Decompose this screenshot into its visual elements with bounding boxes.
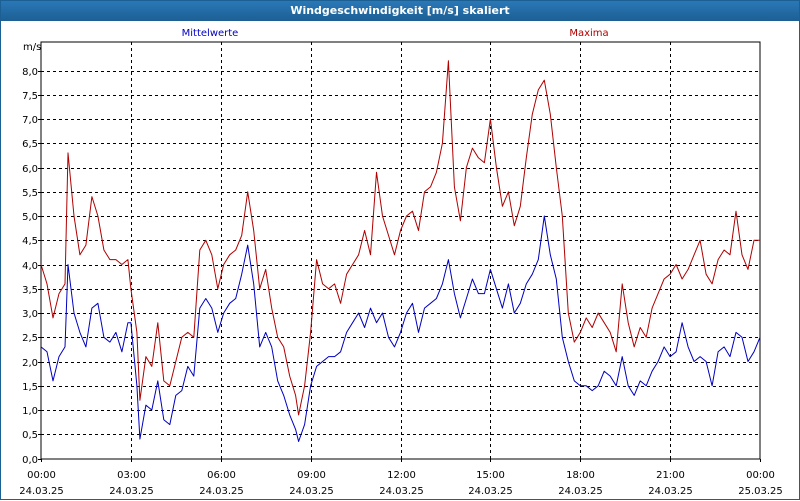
plot-area — [40, 41, 761, 460]
series-line-mittelwerte — [40, 215, 761, 442]
y-tick-label: 0,5 — [22, 430, 38, 441]
x-tick-time-label: 21:00 — [656, 470, 685, 481]
x-tick-time-label: 18:00 — [566, 470, 595, 481]
y-tick-label: 7,0 — [22, 115, 38, 126]
x-tick-time-label: 09:00 — [297, 470, 326, 481]
x-tick-time-label: 15:00 — [476, 470, 505, 481]
y-tick-label: 1,0 — [22, 406, 38, 417]
x-tick-time-label: 00:00 — [746, 470, 775, 481]
x-tick-date-label: 24.03.25 — [289, 486, 334, 497]
series-line-maxima — [40, 60, 760, 416]
x-tick-date-label: 24.03.25 — [199, 486, 244, 497]
y-tick-label: 5,5 — [22, 188, 38, 199]
y-tick-label: 2,0 — [22, 358, 38, 369]
x-tick-date-label: 25.03.25 — [738, 486, 783, 497]
y-tick-label: 3,5 — [22, 285, 38, 296]
x-tick-date-label: 24.03.25 — [648, 486, 693, 497]
y-tick-label: 6,5 — [22, 139, 38, 150]
x-tick-date-label: 24.03.25 — [379, 486, 424, 497]
series-label-mittelwerte: Mittelwerte — [182, 28, 239, 39]
y-tick-label: 6,0 — [22, 164, 38, 175]
y-tick-label: 1,5 — [22, 382, 38, 393]
y-tick-label: 3,0 — [22, 309, 38, 320]
x-tick-time-label: 12:00 — [387, 470, 416, 481]
y-tick-label: 7,5 — [22, 91, 38, 102]
y-tick-label: 0,0 — [22, 455, 38, 466]
window-title: Windgeschwindigkeit [m/s] skaliert — [1, 1, 799, 21]
series-label-maxima: Maxima — [569, 28, 608, 39]
y-tick-label: 4,0 — [22, 261, 38, 272]
x-tick-date-label: 24.03.25 — [109, 486, 154, 497]
y-tick-label: 2,5 — [22, 333, 38, 344]
x-tick-time-label: 00:00 — [27, 470, 56, 481]
x-tick-date-label: 24.03.25 — [19, 486, 64, 497]
x-tick-date-label: 24.03.25 — [558, 486, 603, 497]
y-tick-label: 5,0 — [22, 212, 38, 223]
y-tick-label: 4,5 — [22, 236, 38, 247]
x-tick-time-label: 03:00 — [117, 470, 146, 481]
y-axis-unit-label: m/s — [23, 42, 41, 53]
y-tick-label: 8,0 — [22, 67, 38, 78]
x-tick-date-label: 24.03.25 — [468, 486, 513, 497]
x-tick-time-label: 06:00 — [207, 470, 236, 481]
